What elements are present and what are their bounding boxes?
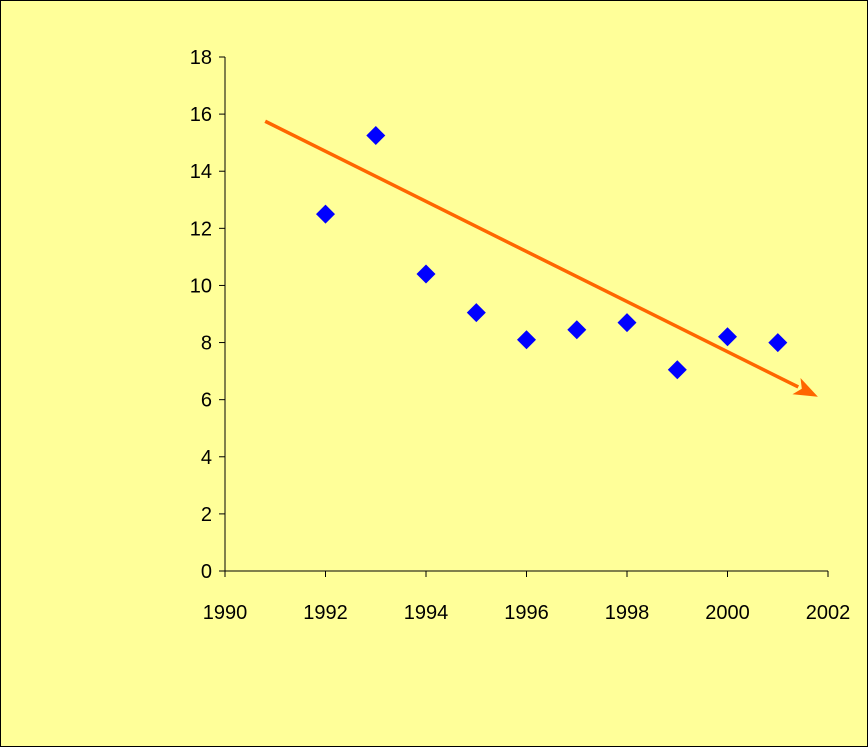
x-tick-label: 1994 xyxy=(404,602,449,624)
x-axis: 1990 1992 1994 1996 1998 2000 2002 xyxy=(203,570,851,624)
x-tick-label: 1998 xyxy=(605,602,650,624)
data-point xyxy=(567,320,587,340)
x-tick-label: 1990 xyxy=(203,602,248,624)
data-point xyxy=(366,126,386,145)
x-tick-label: 2000 xyxy=(705,602,750,624)
trend-arrow xyxy=(264,119,818,397)
data-point xyxy=(416,264,436,284)
y-tick-label: 16 xyxy=(190,104,212,126)
y-tick-label: 0 xyxy=(201,561,212,583)
data-point xyxy=(617,313,637,333)
y-tick-label: 18 xyxy=(190,47,212,69)
trend-line xyxy=(264,119,800,389)
y-tick-label: 14 xyxy=(190,161,212,183)
y-tick-label: 12 xyxy=(190,218,212,240)
trend-arrowhead xyxy=(792,378,818,397)
data-point xyxy=(517,330,536,350)
y-tick-label: 6 xyxy=(201,390,212,412)
y-tick-label: 4 xyxy=(201,447,212,469)
data-point xyxy=(667,360,687,380)
y-tick-label: 2 xyxy=(201,504,212,526)
data-point xyxy=(768,333,788,353)
y-tick-label: 10 xyxy=(190,275,212,297)
data-point xyxy=(316,204,335,224)
data-point xyxy=(466,303,486,323)
data-points xyxy=(316,126,788,380)
x-tick-label: 2002 xyxy=(806,602,851,624)
y-axis: 0 2 4 6 8 10 12 14 16 18 xyxy=(190,47,226,583)
x-tick-label: 1996 xyxy=(504,602,549,624)
y-tick-label: 8 xyxy=(201,333,212,355)
x-tick-label: 1992 xyxy=(303,602,348,624)
data-point xyxy=(718,327,737,347)
